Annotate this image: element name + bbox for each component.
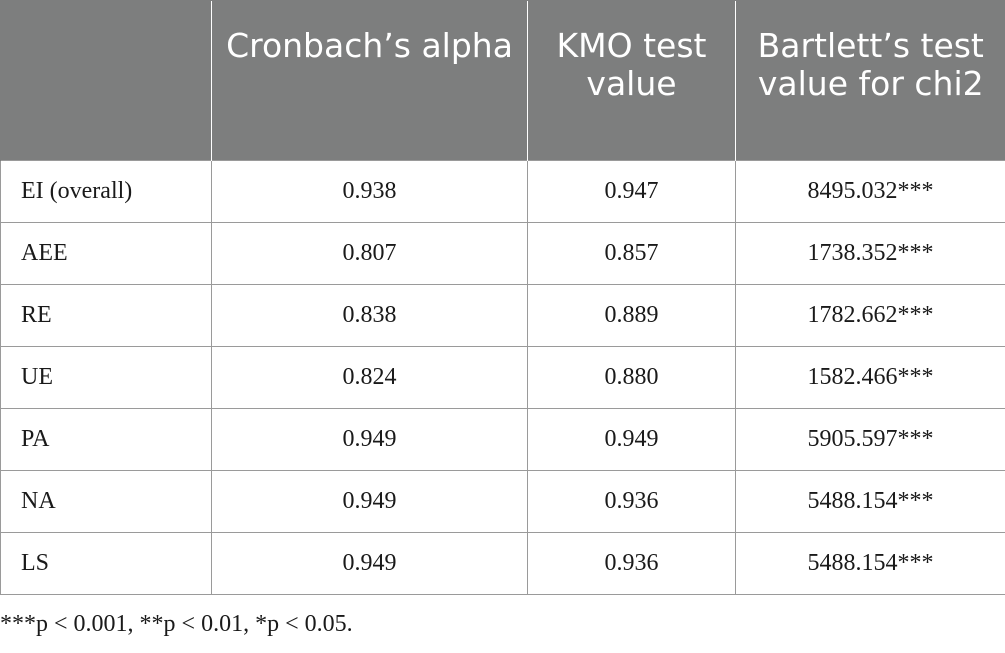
cronbach-value: 0.838	[211, 284, 528, 347]
kmo-value: 0.857	[527, 222, 736, 285]
cronbach-value: 0.807	[211, 222, 528, 285]
header-cell-empty	[0, 0, 212, 161]
table-row: NA 0.949 0.936 5488.154***	[0, 470, 1005, 533]
row-label: RE	[0, 284, 212, 347]
table-row: RE 0.838 0.889 1782.662***	[0, 284, 1005, 347]
row-label: LS	[0, 532, 212, 595]
kmo-value: 0.889	[527, 284, 736, 347]
kmo-value: 0.936	[527, 470, 736, 533]
table-row: PA 0.949 0.949 5905.597***	[0, 408, 1005, 471]
kmo-value: 0.947	[527, 160, 736, 223]
table-row: UE 0.824 0.880 1582.466***	[0, 346, 1005, 409]
row-label: PA	[0, 408, 212, 471]
bartlett-value: 1782.662***	[735, 284, 1005, 347]
header-row: Cronbach’s alpha KMO test value Bartlett…	[0, 0, 1005, 161]
cronbach-value: 0.938	[211, 160, 528, 223]
bartlett-value: 5488.154***	[735, 532, 1005, 595]
row-label: AEE	[0, 222, 212, 285]
reliability-table: Cronbach’s alpha KMO test value Bartlett…	[0, 0, 1005, 595]
row-label: UE	[0, 346, 212, 409]
kmo-value: 0.936	[527, 532, 736, 595]
cronbach-value: 0.949	[211, 532, 528, 595]
row-label: EI (overall)	[0, 160, 212, 223]
kmo-value: 0.880	[527, 346, 736, 409]
table-row: AEE 0.807 0.857 1738.352***	[0, 222, 1005, 285]
header-cell-bartlett: Bartlett’s test value for chi2	[735, 0, 1005, 161]
table-row: EI (overall) 0.938 0.947 8495.032***	[0, 160, 1005, 223]
header-cell-cronbach-alpha: Cronbach’s alpha	[211, 0, 528, 161]
cronbach-value: 0.949	[211, 470, 528, 533]
kmo-value: 0.949	[527, 408, 736, 471]
cronbach-value: 0.824	[211, 346, 528, 409]
bartlett-value: 8495.032***	[735, 160, 1005, 223]
row-label: NA	[0, 470, 212, 533]
table-row: LS 0.949 0.936 5488.154***	[0, 532, 1005, 595]
bartlett-value: 1738.352***	[735, 222, 1005, 285]
cronbach-value: 0.949	[211, 408, 528, 471]
header-cell-kmo: KMO test value	[527, 0, 736, 161]
significance-footnote: ***p < 0.001, **p < 0.01, *p < 0.05.	[0, 611, 353, 637]
bartlett-value: 5905.597***	[735, 408, 1005, 471]
bartlett-value: 1582.466***	[735, 346, 1005, 409]
bartlett-value: 5488.154***	[735, 470, 1005, 533]
